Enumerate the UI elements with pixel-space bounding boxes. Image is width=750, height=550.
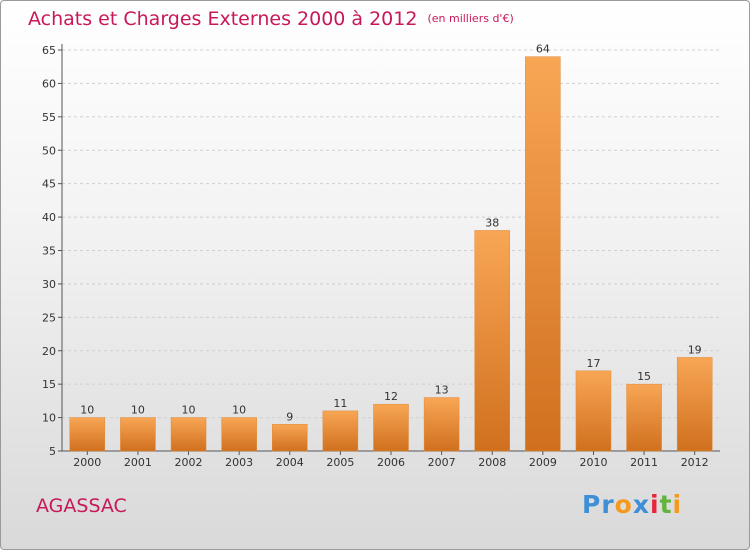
y-tick-label: 55: [42, 111, 56, 124]
x-tick-label: 2012: [681, 456, 709, 469]
bar-value-label: 19: [688, 343, 702, 356]
bar: [575, 370, 612, 452]
y-tick-label: 65: [42, 44, 56, 57]
bar: [322, 410, 359, 452]
y-tick-label: 60: [42, 77, 56, 90]
bar-value-label: 15: [637, 370, 651, 383]
bar-value-label: 11: [333, 397, 347, 410]
bar-value-label: 10: [232, 404, 246, 417]
bar-value-label: 10: [182, 404, 196, 417]
logo-letter: i: [672, 490, 683, 519]
bar-value-label: 10: [80, 404, 94, 417]
bar: [69, 417, 106, 452]
y-tick-label: 45: [42, 178, 56, 191]
labels: 10 10 10 10 9 11 12 13 38 64 17 15 19: [80, 43, 701, 424]
y-tick-label: 40: [42, 211, 56, 224]
bar: [373, 403, 409, 452]
bar-value-label: 64: [536, 43, 550, 56]
bar: [474, 230, 510, 452]
x-tick-label: 2007: [428, 456, 456, 469]
bar-value-label: 17: [586, 357, 600, 370]
bar-value-label: 12: [384, 390, 398, 403]
x-tick-label: 2011: [630, 456, 658, 469]
bar: [120, 417, 156, 452]
logo-letter: t: [659, 490, 673, 519]
chart-unit: (en milliers d'€): [427, 12, 514, 25]
logo-letter: o: [614, 490, 633, 519]
x-tick-label: 2003: [225, 456, 253, 469]
y-tick-label: 25: [42, 311, 56, 324]
bars: [69, 56, 713, 452]
y-tick-label: 35: [42, 245, 56, 258]
x-tick-label: 2009: [529, 456, 557, 469]
bar: [676, 357, 713, 452]
logo-letter: x: [632, 490, 650, 519]
commune-name: AGASSAC: [36, 495, 127, 517]
x-tick-label: 2010: [579, 456, 607, 469]
bar: [626, 383, 662, 452]
bar-value-label: 38: [485, 216, 499, 229]
x-tick-label: 2008: [478, 456, 506, 469]
chart-title-text: Achats et Charges Externes 2000 à 2012: [28, 8, 418, 30]
grid-lines: [62, 49, 720, 419]
bar-value-label: 13: [435, 384, 449, 397]
bar: [423, 397, 460, 452]
bar: [272, 424, 308, 452]
logo-letter: Pr: [582, 490, 615, 519]
bar: [525, 56, 561, 452]
y-tick-label: 5: [49, 445, 56, 458]
x-tick-label: 2006: [377, 456, 405, 469]
bar-value-label: 10: [131, 404, 145, 417]
x-tick-label: 2002: [175, 456, 203, 469]
y-tick-label: 30: [42, 278, 56, 291]
logo-letter: i: [649, 490, 660, 519]
y-tick-label: 10: [42, 412, 56, 425]
proxiti-logo[interactable]: Proxiti: [582, 490, 682, 519]
bar: [170, 417, 207, 452]
y-tick-label: 50: [42, 144, 56, 157]
chart-title: Achats et Charges Externes 2000 à 2012 (e…: [28, 8, 514, 30]
x-tick-label: 2004: [276, 456, 304, 469]
y-tick-label: 20: [42, 345, 56, 358]
x-tick-label: 2000: [73, 456, 101, 469]
y-tick-label: 15: [42, 378, 56, 391]
bar: [221, 417, 257, 452]
x-tick-label: 2005: [326, 456, 354, 469]
bar-value-label: 9: [286, 410, 293, 423]
x-tick-label: 2001: [124, 456, 152, 469]
